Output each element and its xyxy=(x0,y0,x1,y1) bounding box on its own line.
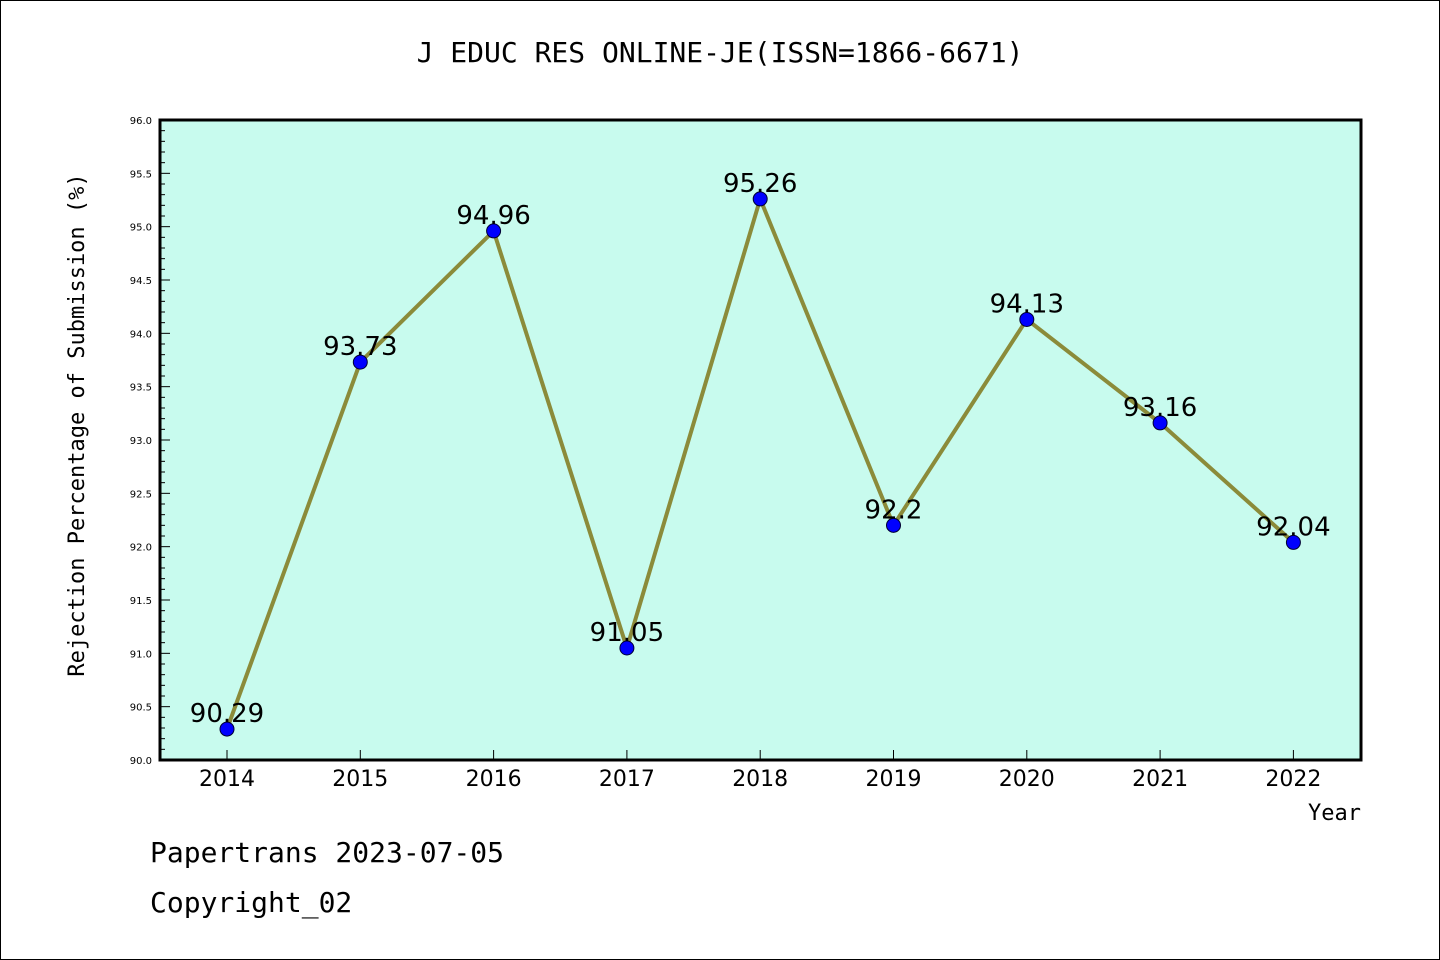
x-axis-title: Year xyxy=(1308,801,1361,826)
y-tick-label: 93.5 xyxy=(130,383,152,394)
data-label-2020: 94.13 xyxy=(990,289,1064,319)
data-label-2021: 93.16 xyxy=(1123,393,1197,423)
plot-area xyxy=(160,120,1361,760)
y-axis-title: Rejection Percentage of Submission (%) xyxy=(65,173,90,676)
data-markers xyxy=(219,191,1301,737)
x-tick-label: 2017 xyxy=(599,767,655,792)
x-axis: 2014 2015 2016 2017 2018 2019 2020 2021 2022 xyxy=(199,750,1321,792)
y-tick-label: 94.5 xyxy=(130,276,152,287)
x-tick-label: 2015 xyxy=(332,767,388,792)
data-label-2016: 94.96 xyxy=(456,201,530,231)
y-tick-label: 90.5 xyxy=(130,703,152,714)
data-point-2018 xyxy=(752,191,768,207)
data-point-2022 xyxy=(1285,534,1301,550)
data-point-2021 xyxy=(1152,415,1168,431)
chart-title: J EDUC RES ONLINE-JE(ISSN=1866-6671) xyxy=(416,36,1024,69)
x-tick-label: 2019 xyxy=(866,767,922,792)
x-tick-label: 2014 xyxy=(199,767,255,792)
x-tick-label: 2021 xyxy=(1132,767,1188,792)
y-tick-label: 92.0 xyxy=(130,543,152,554)
y-tick-label: 91.0 xyxy=(130,649,152,660)
data-label-2015: 93.73 xyxy=(323,332,397,362)
footer-source: Papertrans 2023-07-05 xyxy=(150,836,505,869)
x-tick-label: 2016 xyxy=(466,767,522,792)
data-point-2020 xyxy=(1019,311,1035,327)
data-point-2014 xyxy=(219,721,235,737)
x-tick-label: 2022 xyxy=(1265,767,1321,792)
data-labels: 90.29 93.73 94.96 91.05 95.26 92.2 94.13 93.16 9… xyxy=(190,169,1331,729)
data-point-2015 xyxy=(352,354,368,370)
y-tick-label: 90.0 xyxy=(130,756,152,767)
data-label-2014: 90.29 xyxy=(190,699,264,729)
x-tick-label: 2020 xyxy=(999,767,1055,792)
y-tick-label: 96.0 xyxy=(130,116,152,127)
y-tick-label: 92.5 xyxy=(130,489,152,500)
y-tick-label: 95.5 xyxy=(130,169,152,180)
data-label-2022: 92.04 xyxy=(1256,512,1330,542)
data-label-2017: 91.05 xyxy=(590,618,664,648)
y-tick-label: 93.0 xyxy=(130,436,152,447)
data-label-2019: 92.2 xyxy=(865,495,923,525)
data-point-2017 xyxy=(619,640,635,656)
plot-border xyxy=(158,118,1363,762)
data-point-2016 xyxy=(486,223,502,239)
y-tick-label: 95.0 xyxy=(130,223,152,234)
y-tick-label: 91.5 xyxy=(130,596,152,607)
data-point-2019 xyxy=(886,517,901,533)
data-label-2018: 95.26 xyxy=(723,169,797,199)
y-tick-label: 94.0 xyxy=(130,329,152,340)
x-tick-label: 2018 xyxy=(732,767,788,792)
footer-copyright: Copyright_02 xyxy=(150,886,353,919)
